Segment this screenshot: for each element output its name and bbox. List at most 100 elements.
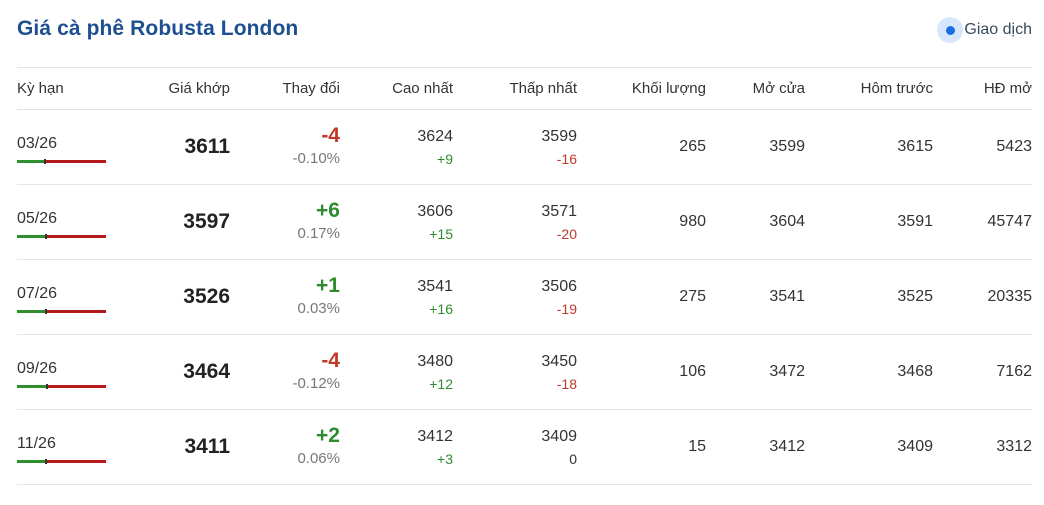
match-price: 3464 bbox=[183, 360, 230, 383]
table-header: Kỳ hạn Giá khớp Thay đổi Cao nhất Thấp n… bbox=[17, 67, 1032, 110]
prev-value: 3409 bbox=[897, 438, 933, 455]
volume-value: 106 bbox=[679, 363, 706, 380]
day-range-marker bbox=[45, 309, 48, 314]
volume-value: 275 bbox=[679, 288, 706, 305]
low-cell: 3409 0 bbox=[453, 409, 577, 485]
volume-value: 15 bbox=[688, 438, 706, 455]
prev-cell: 3525 bbox=[805, 259, 933, 335]
change-value: +2 bbox=[316, 424, 340, 447]
change-cell: +1 0.03% bbox=[230, 259, 340, 335]
volume-value: 265 bbox=[679, 138, 706, 155]
change-value: +6 bbox=[316, 199, 340, 222]
low-change: -16 bbox=[556, 151, 577, 167]
col-header-low[interactable]: Thấp nhất bbox=[453, 67, 577, 110]
high-cell: 3624 +9 bbox=[340, 109, 453, 185]
col-header-change[interactable]: Thay đổi bbox=[230, 67, 340, 110]
open-interest-value: 20335 bbox=[987, 288, 1033, 305]
day-range-fill bbox=[17, 160, 46, 163]
term-label: 07/26 bbox=[17, 285, 58, 302]
high-change: +12 bbox=[429, 376, 453, 392]
open-cell: 3604 bbox=[706, 184, 805, 260]
table-row[interactable]: 11/26 3411 +2 0.06% 3412 +3 3409 0 15 34… bbox=[17, 409, 1032, 485]
day-range-bar bbox=[17, 234, 106, 239]
col-header-term[interactable]: Kỳ hạn bbox=[17, 67, 117, 110]
high-value: 3606 bbox=[417, 203, 453, 220]
high-cell: 3606 +15 bbox=[340, 184, 453, 260]
col-header-open[interactable]: Mở cửa bbox=[706, 67, 805, 110]
match-price-cell: 3611 bbox=[117, 109, 230, 185]
change-percent: 0.06% bbox=[297, 450, 340, 467]
match-price: 3597 bbox=[183, 210, 230, 233]
day-range-bar bbox=[17, 384, 106, 389]
table-row[interactable]: 05/26 3597 +6 0.17% 3606 +15 3571 -20 98… bbox=[17, 184, 1033, 260]
day-range-fill bbox=[17, 235, 47, 238]
high-cell: 3412 +3 bbox=[340, 409, 453, 485]
open-interest-cell: 7162 bbox=[933, 334, 1032, 410]
high-value: 3480 bbox=[417, 353, 453, 370]
open-value: 3604 bbox=[769, 213, 805, 230]
table-row[interactable]: 03/26 3611 -4 -0.10% 3624 +9 3599 -16 26… bbox=[17, 109, 1032, 185]
col-header-prev[interactable]: Hôm trước bbox=[805, 67, 933, 110]
prev-value: 3615 bbox=[897, 138, 933, 155]
high-value: 3412 bbox=[417, 428, 453, 445]
low-change: -20 bbox=[556, 226, 577, 242]
open-value: 3412 bbox=[769, 438, 805, 455]
futures-price-table: Kỳ hạn Giá khớp Thay đổi Cao nhất Thấp n… bbox=[17, 67, 1032, 485]
day-range-fill bbox=[17, 460, 47, 463]
low-value: 3599 bbox=[541, 128, 577, 145]
day-range-marker bbox=[46, 384, 49, 389]
match-price-cell: 3411 bbox=[117, 409, 230, 485]
open-interest-cell: 20335 bbox=[933, 259, 1033, 335]
high-change: +9 bbox=[437, 151, 453, 167]
term-cell: 09/26 bbox=[17, 334, 117, 410]
low-value: 3450 bbox=[541, 353, 577, 370]
table-row[interactable]: 09/26 3464 -4 -0.12% 3480 +12 3450 -18 1… bbox=[17, 334, 1032, 410]
open-interest-value: 45747 bbox=[987, 213, 1033, 230]
high-change: +3 bbox=[437, 451, 453, 467]
high-value: 3541 bbox=[417, 278, 453, 295]
high-change: +15 bbox=[429, 226, 453, 242]
live-dot-icon bbox=[937, 17, 964, 43]
day-range-marker bbox=[45, 234, 48, 239]
day-range-marker bbox=[45, 459, 48, 464]
col-header-match[interactable]: Giá khớp bbox=[117, 67, 230, 110]
volume-value: 980 bbox=[679, 213, 706, 230]
low-cell: 3506 -19 bbox=[453, 259, 577, 335]
low-value: 3409 bbox=[541, 428, 577, 445]
day-range-bar bbox=[17, 159, 106, 164]
term-label: 05/26 bbox=[17, 210, 58, 227]
change-cell: +2 0.06% bbox=[230, 409, 340, 485]
change-value: +1 bbox=[316, 274, 340, 297]
change-percent: 0.03% bbox=[297, 300, 340, 317]
prev-cell: 3591 bbox=[805, 184, 933, 260]
open-cell: 3541 bbox=[706, 259, 805, 335]
match-price: 3611 bbox=[184, 135, 230, 158]
prev-value: 3525 bbox=[897, 288, 933, 305]
high-cell: 3541 +16 bbox=[340, 259, 453, 335]
page-title: Giá cà phê Robusta London bbox=[17, 17, 299, 40]
volume-cell: 15 bbox=[577, 409, 706, 485]
change-cell: -4 -0.10% bbox=[230, 109, 340, 185]
high-cell: 3480 +12 bbox=[340, 334, 453, 410]
open-interest-value: 7162 bbox=[996, 363, 1032, 380]
open-interest-value: 3312 bbox=[996, 438, 1032, 455]
low-value: 3571 bbox=[541, 203, 577, 220]
change-cell: +6 0.17% bbox=[230, 184, 340, 260]
col-header-open-interest[interactable]: HĐ mở bbox=[933, 67, 1032, 110]
high-change: +16 bbox=[429, 301, 453, 317]
col-header-volume[interactable]: Khối lượng bbox=[577, 67, 706, 110]
open-cell: 3599 bbox=[706, 109, 805, 185]
low-change: 0 bbox=[569, 451, 577, 467]
trading-status[interactable]: Giao dịch bbox=[937, 17, 1032, 43]
term-label: 11/26 bbox=[17, 435, 56, 452]
col-header-high[interactable]: Cao nhất bbox=[340, 67, 453, 110]
change-percent: 0.17% bbox=[297, 225, 340, 242]
low-change: -19 bbox=[556, 301, 577, 317]
table-row[interactable]: 07/26 3526 +1 0.03% 3541 +16 3506 -19 27… bbox=[17, 259, 1033, 335]
term-cell: 11/26 bbox=[17, 409, 117, 485]
low-cell: 3450 -18 bbox=[453, 334, 577, 410]
open-interest-cell: 45747 bbox=[933, 184, 1033, 260]
change-percent: -0.10% bbox=[292, 150, 340, 167]
prev-cell: 3468 bbox=[805, 334, 933, 410]
day-range-fill bbox=[17, 310, 47, 313]
